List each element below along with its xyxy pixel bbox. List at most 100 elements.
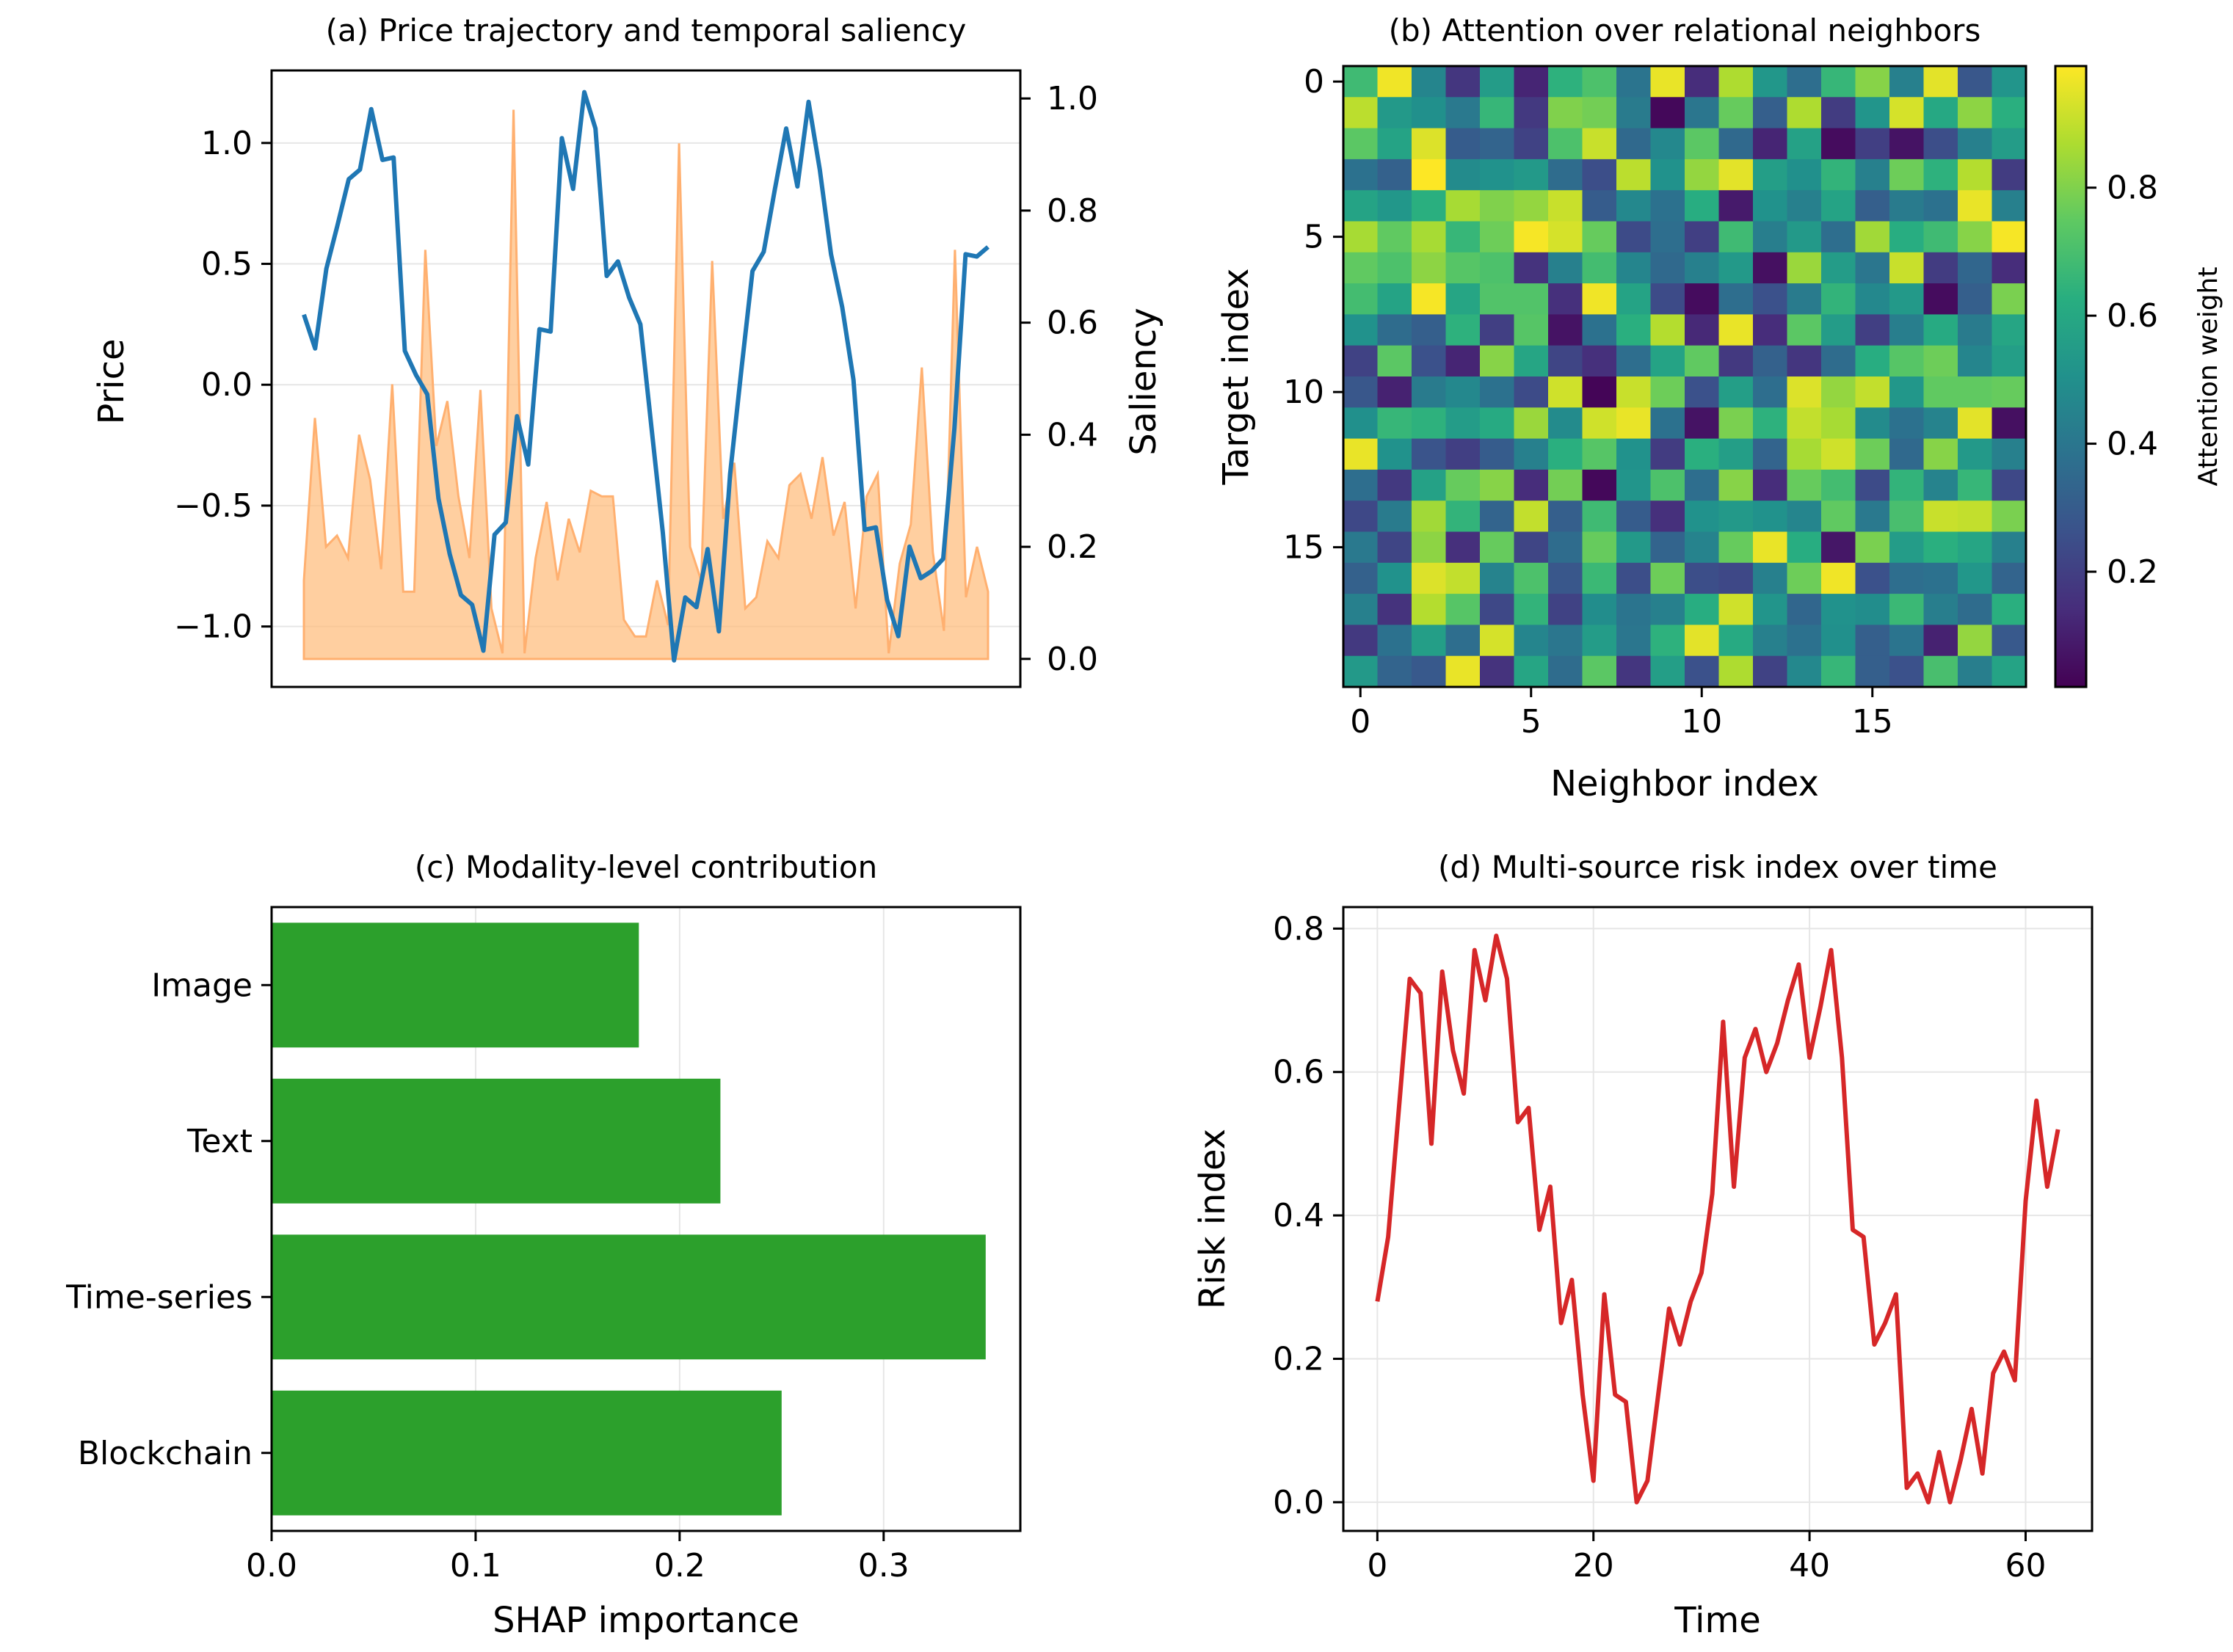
colorbar	[2054, 65, 2088, 688]
heatmap-cell	[1889, 531, 1925, 564]
shap-axis-label: SHAP importance	[493, 1600, 799, 1641]
heatmap-cell	[1412, 97, 1447, 129]
time-axis-ticks: 0 20 40 60	[1367, 1531, 2046, 1584]
heatmap-cell	[1923, 655, 1958, 688]
target-axis-label: Target index	[1216, 268, 1257, 485]
heatmap-cell	[1377, 283, 1412, 315]
heatmap-cell	[1343, 66, 1379, 98]
heatmap-cell	[1412, 438, 1447, 470]
heatmap-cell	[1787, 221, 1822, 253]
time-axis-label: Time	[1674, 1600, 1760, 1641]
heatmap-cell	[1445, 594, 1481, 625]
heatmap-cell	[1377, 128, 1412, 160]
heatmap-cell	[1821, 625, 1856, 657]
heatmap-cell	[1787, 655, 1822, 688]
heatmap-cell	[1855, 562, 1890, 594]
heatmap-cell	[1412, 283, 1447, 315]
heatmap-cell	[1548, 252, 1583, 284]
heatmap-cell	[1412, 314, 1447, 346]
heatmap-cell	[1514, 190, 1549, 222]
heatmap-cell	[1377, 407, 1412, 440]
heatmap-cell	[1445, 345, 1481, 377]
heatmap-cell	[1753, 594, 1788, 625]
heatmap-cell	[1343, 314, 1379, 346]
heatmap-cell	[1412, 159, 1447, 191]
risk-axis-ticks: 0.0 0.2 0.4 0.6 0.8	[1273, 910, 1343, 1521]
heatmap-cell	[1514, 314, 1549, 346]
heatmap-cell	[1821, 407, 1856, 440]
heatmap-cell	[1718, 655, 1754, 688]
heatmap-cell	[1821, 66, 1856, 98]
heatmap-cell	[1889, 438, 1925, 470]
heatmap-cell	[1514, 376, 1549, 408]
heatmap-cell	[1718, 469, 1754, 501]
saliency-tick-label: 0.4	[1047, 416, 1098, 454]
heatmap-cell	[1855, 501, 1890, 533]
heatmap-cell	[1889, 314, 1925, 346]
heatmap-cell	[1958, 531, 1993, 564]
modality-labels: Image Text Time-series Blockchain	[65, 967, 272, 1472]
heatmap-cell	[1991, 625, 2027, 657]
heatmap-cell	[1821, 314, 1856, 346]
heatmap-cell	[1582, 376, 1617, 408]
risk-tick-label: 0.8	[1273, 910, 1324, 947]
colorbar-ticks: 0.2 0.4 0.6 0.8	[2086, 170, 2158, 591]
heatmap-cell	[1616, 594, 1652, 625]
heatmap-cell	[1958, 252, 1993, 284]
heatmap-cell	[1787, 625, 1822, 657]
heatmap-cell	[1377, 221, 1412, 253]
heatmap-cell	[1923, 283, 1958, 315]
heatmap-cell	[1445, 655, 1481, 688]
colorbar-tick-label: 0.6	[2107, 297, 2158, 335]
heatmap-cell	[1582, 190, 1617, 222]
heatmap-cell	[1582, 531, 1617, 564]
target-tick-label: 0	[1304, 63, 1324, 101]
heatmap-cell	[1412, 66, 1447, 98]
heatmap-cell	[1685, 438, 1720, 470]
heatmap-cell	[1889, 66, 1925, 98]
heatmap-cell	[1514, 531, 1549, 564]
heatmap-cell	[1377, 97, 1412, 129]
panel-d-title: (d) Multi-source risk index over time	[1438, 849, 1997, 885]
heatmap-cell	[1343, 97, 1379, 129]
risk-tick-label: 0.2	[1273, 1341, 1324, 1378]
heatmap-cell	[1718, 407, 1754, 440]
heatmap-cell	[1548, 376, 1583, 408]
heatmap-cell	[1582, 283, 1617, 315]
time-tick-label: 0	[1367, 1547, 1387, 1584]
heatmap-cell	[1889, 221, 1925, 253]
heatmap-cell	[1548, 438, 1583, 470]
heatmap-cell	[1718, 159, 1754, 191]
heatmap-cell	[1991, 252, 2027, 284]
heatmap-cell	[1787, 438, 1822, 470]
heatmap-cell	[1889, 345, 1925, 377]
heatmap-cell	[1855, 190, 1890, 222]
heatmap-cell	[1548, 159, 1583, 191]
risk-axis-label: Risk index	[1192, 1129, 1233, 1309]
heatmap-cell	[1480, 438, 1515, 470]
colorbar-tick-label: 0.4	[2107, 426, 2158, 463]
heatmap-cell	[1343, 501, 1379, 533]
heatmap-cell	[1991, 97, 2027, 129]
heatmap-cell	[1650, 345, 1685, 377]
heatmap-cell	[1548, 407, 1583, 440]
heatmap-cell	[1616, 501, 1652, 533]
heatmap-cell	[1753, 190, 1788, 222]
heatmap-cell	[1753, 438, 1788, 470]
heatmap-cell	[1787, 562, 1822, 594]
heatmap-cell	[1480, 562, 1515, 594]
saliency-tick-label: 1.0	[1047, 80, 1098, 117]
heatmap-cell	[1821, 655, 1856, 688]
heatmap-cell	[1514, 501, 1549, 533]
heatmap-cell	[1718, 190, 1754, 222]
heatmap-cell	[1377, 66, 1412, 98]
heatmap-cell	[1343, 283, 1379, 315]
price-tick-label: −1.0	[174, 608, 253, 646]
heatmap-cell	[1787, 283, 1822, 315]
heatmap-cell	[1445, 314, 1481, 346]
heatmap-cell	[1377, 252, 1412, 284]
heatmap-cell	[1821, 562, 1856, 594]
heatmap-cell	[1650, 562, 1685, 594]
heatmap-cell	[1991, 283, 2027, 315]
heatmap-cell	[1855, 159, 1890, 191]
